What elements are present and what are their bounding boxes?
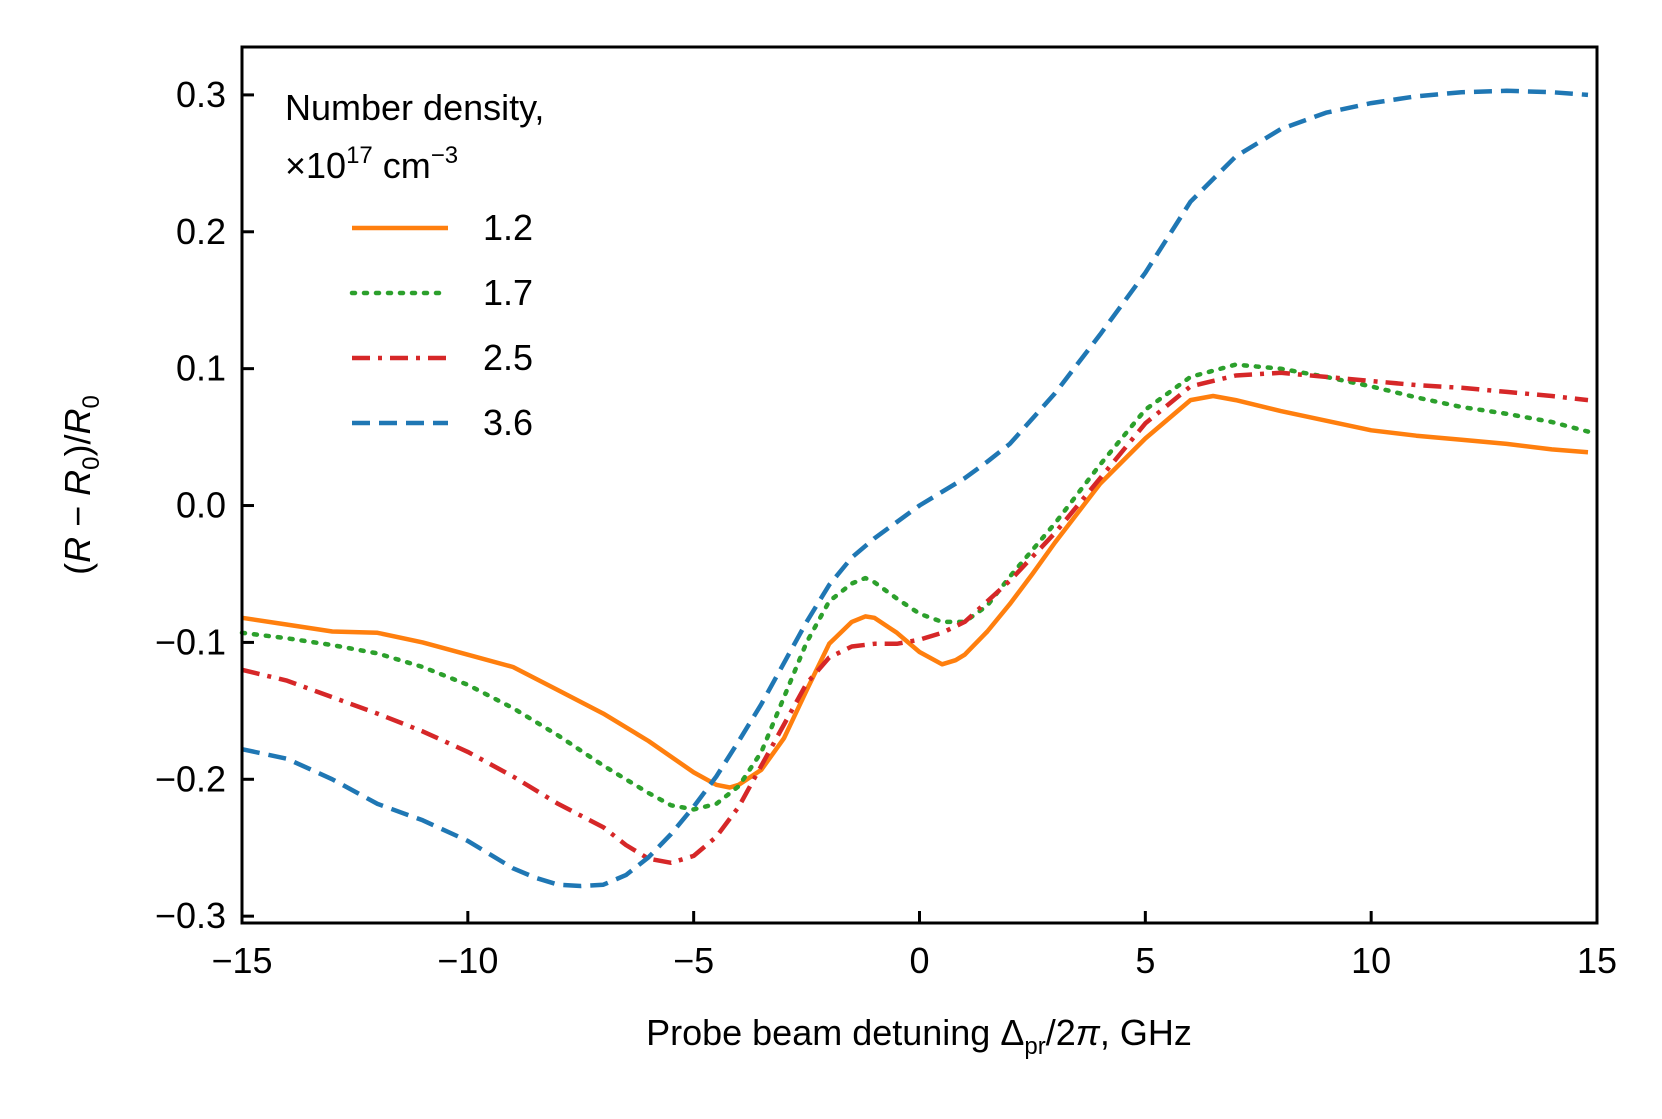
ticks-layer: −15 −10 −5 0 5 10 15 −0.3 −0.2 −0.1 0.0 0.1 0.2 0.3: [155, 74, 1617, 981]
legend-label-1-7: 1.7: [483, 272, 533, 313]
x-tick-label: 15: [1577, 940, 1617, 981]
legend-title-line2: ×1017 cm−3: [285, 142, 458, 186]
x-axis-label: Probe beam detuning Δpr/2π, GHz: [646, 1012, 1192, 1060]
y-tick-label: 0.2: [176, 211, 226, 252]
y-axis-label: (R − R0)/R0: [57, 395, 105, 575]
legend-label-3-6: 3.6: [483, 402, 533, 443]
legend-title-line1: Number density,: [285, 87, 544, 128]
y-tick-label: 0.1: [176, 348, 226, 389]
y-tick-label: −0.2: [155, 758, 226, 799]
y-tick-label: 0.0: [176, 485, 226, 526]
x-tick-label: 0: [909, 940, 929, 981]
x-tick-label: 10: [1351, 940, 1391, 981]
legend: Number density, ×1017 cm−3 1.2 1.7 2.5 3.6: [285, 87, 544, 443]
series-line-3-6: [241, 88, 1589, 889]
x-tick-label: −15: [211, 940, 272, 981]
x-tick-label: 5: [1135, 940, 1155, 981]
series-line-2-5: [241, 370, 1589, 866]
series-line-1-7: [239, 362, 1591, 812]
legend-label-1-2: 1.2: [483, 207, 533, 248]
legend-entries: 1.2 1.7 2.5 3.6: [349, 207, 533, 443]
x-tick-label: −10: [437, 940, 498, 981]
series-layer: [239, 88, 1591, 889]
x-tick-label: −5: [673, 940, 714, 981]
y-tick-label: −0.1: [155, 621, 226, 662]
legend-label-2-5: 2.5: [483, 337, 533, 378]
series-line-1-2: [241, 393, 1589, 790]
y-tick-label: −0.3: [155, 895, 226, 936]
y-tick-label: 0.3: [176, 74, 226, 115]
